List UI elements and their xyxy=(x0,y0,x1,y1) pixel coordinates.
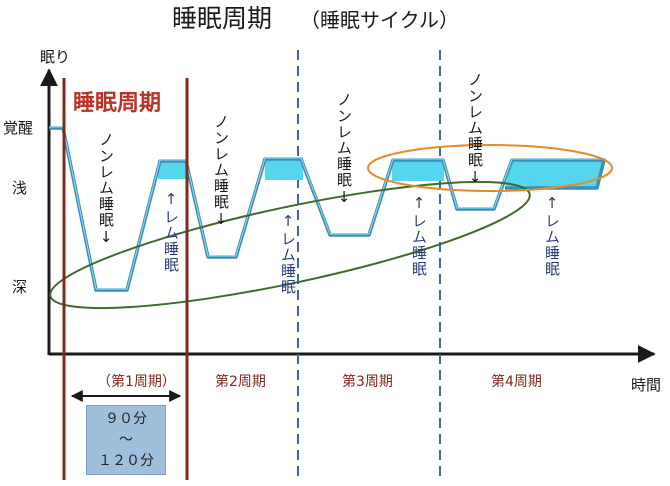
rem-plateau-3 xyxy=(392,159,444,181)
x-axis-title: 時間 xyxy=(631,376,661,394)
level-deep-label: 深 xyxy=(12,278,27,296)
sleep-depth-line-highlight xyxy=(49,126,604,290)
nrem-label-2: ノンレム睡眠↓ xyxy=(212,114,230,229)
rem-label-3: ↑レム睡眠 xyxy=(410,194,428,277)
rem-label-4: ↑レム睡眠 xyxy=(543,194,561,277)
level-light-label: 浅 xyxy=(12,179,27,197)
cycle-label-1: （第1周期） xyxy=(97,373,176,390)
rem-increase-ellipse xyxy=(367,144,613,192)
rem-label-2: ↑レム睡眠 xyxy=(279,212,297,295)
diagram-title: 睡眠周期 xyxy=(172,4,272,33)
cycle1-highlight-label: 睡眠周期 xyxy=(73,91,161,116)
rem-plateaus xyxy=(158,158,604,188)
level-awake-label: 覚醒 xyxy=(3,119,33,137)
cycle-label-4: 第4周期 xyxy=(491,373,542,390)
rem-plateau-2 xyxy=(265,158,303,180)
nrem-label-3: ノンレム睡眠↓ xyxy=(335,92,353,207)
rem-plateau-4 xyxy=(505,159,604,188)
duration-line-1: ９０分 xyxy=(105,411,147,427)
cycle-label-3: 第3周期 xyxy=(342,373,393,390)
nrem-label-4: ノンレム睡眠↓ xyxy=(466,72,484,187)
cycle-duration-box: ９０分 〜 １２０分 xyxy=(86,405,166,475)
deep-sleep-trend-ellipse xyxy=(49,180,531,310)
y-axis-title: 眠り xyxy=(40,48,70,66)
rem-label-1: ↑レム睡眠 xyxy=(162,190,180,273)
cycle-label-2: 第2周期 xyxy=(215,373,266,390)
rem-plateau-1 xyxy=(158,160,188,179)
diagram-subtitle: （睡眠サイクル） xyxy=(300,8,459,32)
nrem-label-1: ノンレム睡眠↓ xyxy=(97,132,115,247)
duration-line-3: １２０分 xyxy=(98,453,154,469)
duration-line-2: 〜 xyxy=(119,432,133,448)
